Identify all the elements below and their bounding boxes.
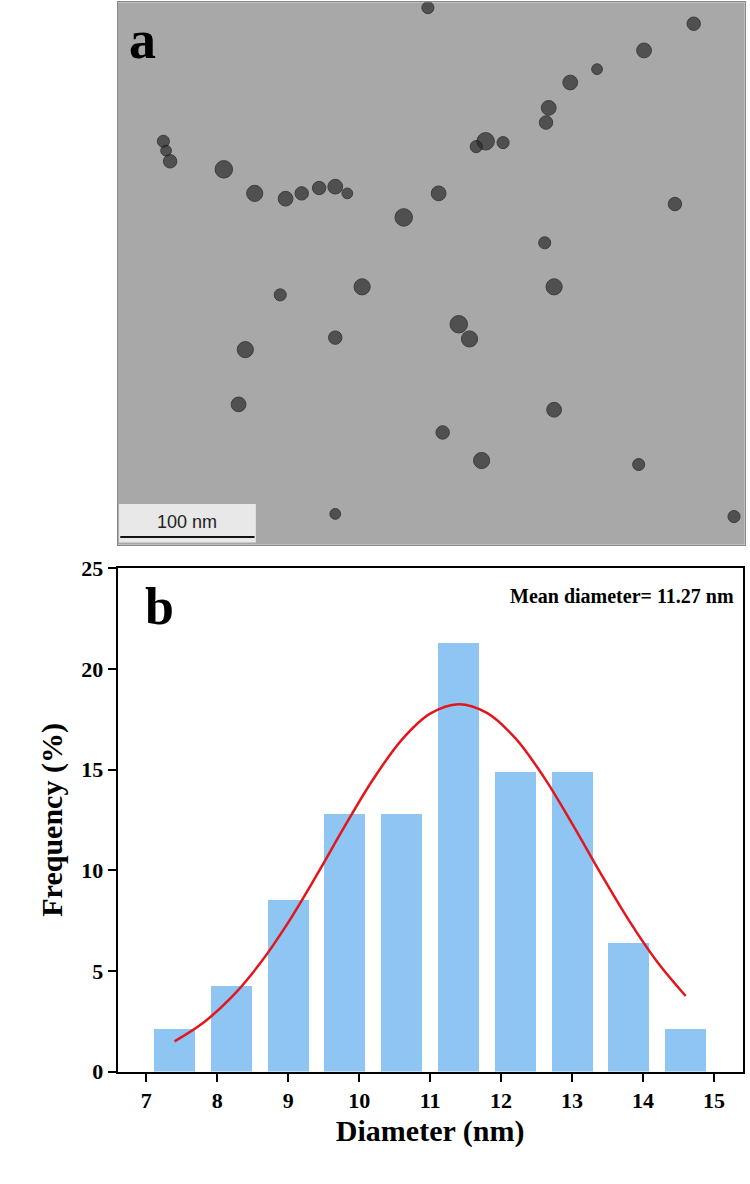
svg-text:Mean diameter= 11.27 nm: Mean diameter= 11.27 nm [510,585,734,607]
svg-text:11: 11 [420,1088,441,1113]
svg-text:100 nm: 100 nm [157,512,217,532]
svg-text:0: 0 [92,1059,103,1084]
svg-text:Diameter (nm): Diameter (nm) [336,1114,525,1148]
svg-text:15: 15 [703,1088,725,1113]
svg-text:7: 7 [141,1088,152,1113]
svg-text:8: 8 [212,1088,223,1113]
svg-text:a: a [129,10,156,70]
svg-text:13: 13 [561,1088,583,1113]
svg-text:5: 5 [92,959,103,984]
svg-text:10: 10 [81,858,103,883]
svg-text:15: 15 [81,757,103,782]
svg-text:Frequency (%): Frequency (%) [35,723,69,917]
svg-text:25: 25 [81,556,103,581]
svg-text:10: 10 [348,1088,370,1113]
svg-text:14: 14 [632,1088,654,1113]
svg-text:9: 9 [283,1088,294,1113]
svg-text:12: 12 [490,1088,512,1113]
svg-text:20: 20 [81,657,103,682]
svg-text:b: b [145,578,174,635]
